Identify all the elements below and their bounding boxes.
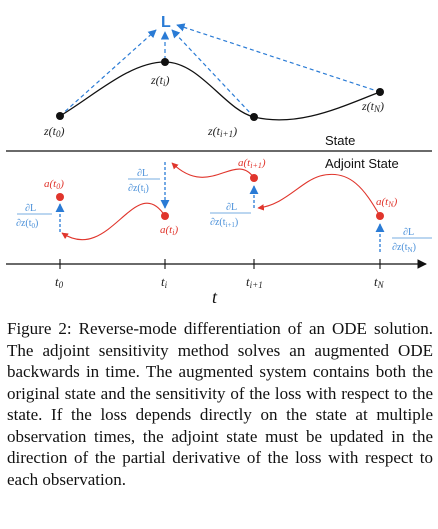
loss-link-t0 bbox=[60, 30, 156, 116]
svg-text:∂z(t0): ∂z(t0) bbox=[16, 218, 38, 230]
tick-ti1: ti+1 bbox=[246, 274, 263, 290]
state-point-t0 bbox=[56, 112, 64, 120]
adjoint-label-tN: a(tN) bbox=[376, 196, 398, 209]
adjoint-point-t0 bbox=[56, 193, 64, 201]
tick-ti: ti bbox=[161, 274, 168, 290]
gradient-jumps bbox=[60, 162, 380, 252]
svg-text:∂z(ti+1): ∂z(ti+1) bbox=[210, 217, 238, 229]
adjoint-point-ti1 bbox=[250, 174, 258, 182]
svg-text:∂z(ti): ∂z(ti) bbox=[128, 183, 149, 195]
loss-label: L bbox=[161, 14, 171, 31]
time-axis-label: t bbox=[212, 287, 218, 307]
svg-text:∂L: ∂L bbox=[403, 227, 414, 238]
gradient-label-t0: ∂L ∂z(t0) bbox=[16, 203, 52, 230]
state-section-label: State bbox=[325, 133, 355, 148]
adjoint-section-label: Adjoint State bbox=[325, 156, 399, 171]
ode-adjoint-figure: L z(t0) z(ti) z(ti+1) z(tN) State Adjoin… bbox=[0, 0, 438, 310]
adjoint-segment-N-to-i1 bbox=[258, 174, 380, 216]
state-label-ti1: z(ti+1) bbox=[207, 124, 237, 139]
tick-t0: t0 bbox=[55, 274, 64, 290]
state-point-ti bbox=[161, 58, 169, 66]
state-point-tN bbox=[376, 88, 384, 96]
adjoint-label-t0: a(t0) bbox=[44, 178, 64, 191]
gradient-label-ti1: ∂L ∂z(ti+1) bbox=[210, 202, 251, 229]
svg-text:∂L: ∂L bbox=[25, 203, 36, 214]
svg-text:∂L: ∂L bbox=[226, 202, 237, 213]
loss-link-tN bbox=[177, 25, 380, 92]
loss-link-ti1 bbox=[172, 30, 254, 117]
state-label-tN: z(tN) bbox=[361, 99, 384, 114]
adjoint-segment-i-to-0 bbox=[62, 203, 165, 240]
svg-text:∂L: ∂L bbox=[137, 168, 148, 179]
adjoint-point-ti bbox=[161, 212, 169, 220]
state-label-ti: z(ti) bbox=[150, 73, 170, 88]
adjoint-point-tN bbox=[376, 212, 384, 220]
figure-caption: Figure 2: Reverse-mode differentiation o… bbox=[7, 318, 433, 490]
state-trajectory bbox=[60, 62, 380, 120]
tick-tN: tN bbox=[374, 274, 385, 290]
gradient-label-ti: ∂L ∂z(ti) bbox=[128, 168, 160, 195]
state-label-t0: z(t0) bbox=[43, 124, 65, 139]
adjoint-label-ti1: a(ti+1) bbox=[238, 157, 266, 170]
adjoint-label-ti: a(ti) bbox=[160, 224, 178, 237]
gradient-label-tN: ∂L ∂z(tN) bbox=[392, 227, 432, 254]
svg-text:∂z(tN): ∂z(tN) bbox=[392, 242, 416, 254]
adjoint-trajectory bbox=[62, 163, 380, 240]
state-point-ti1 bbox=[250, 113, 258, 121]
loss-dependency-lines bbox=[60, 25, 380, 117]
